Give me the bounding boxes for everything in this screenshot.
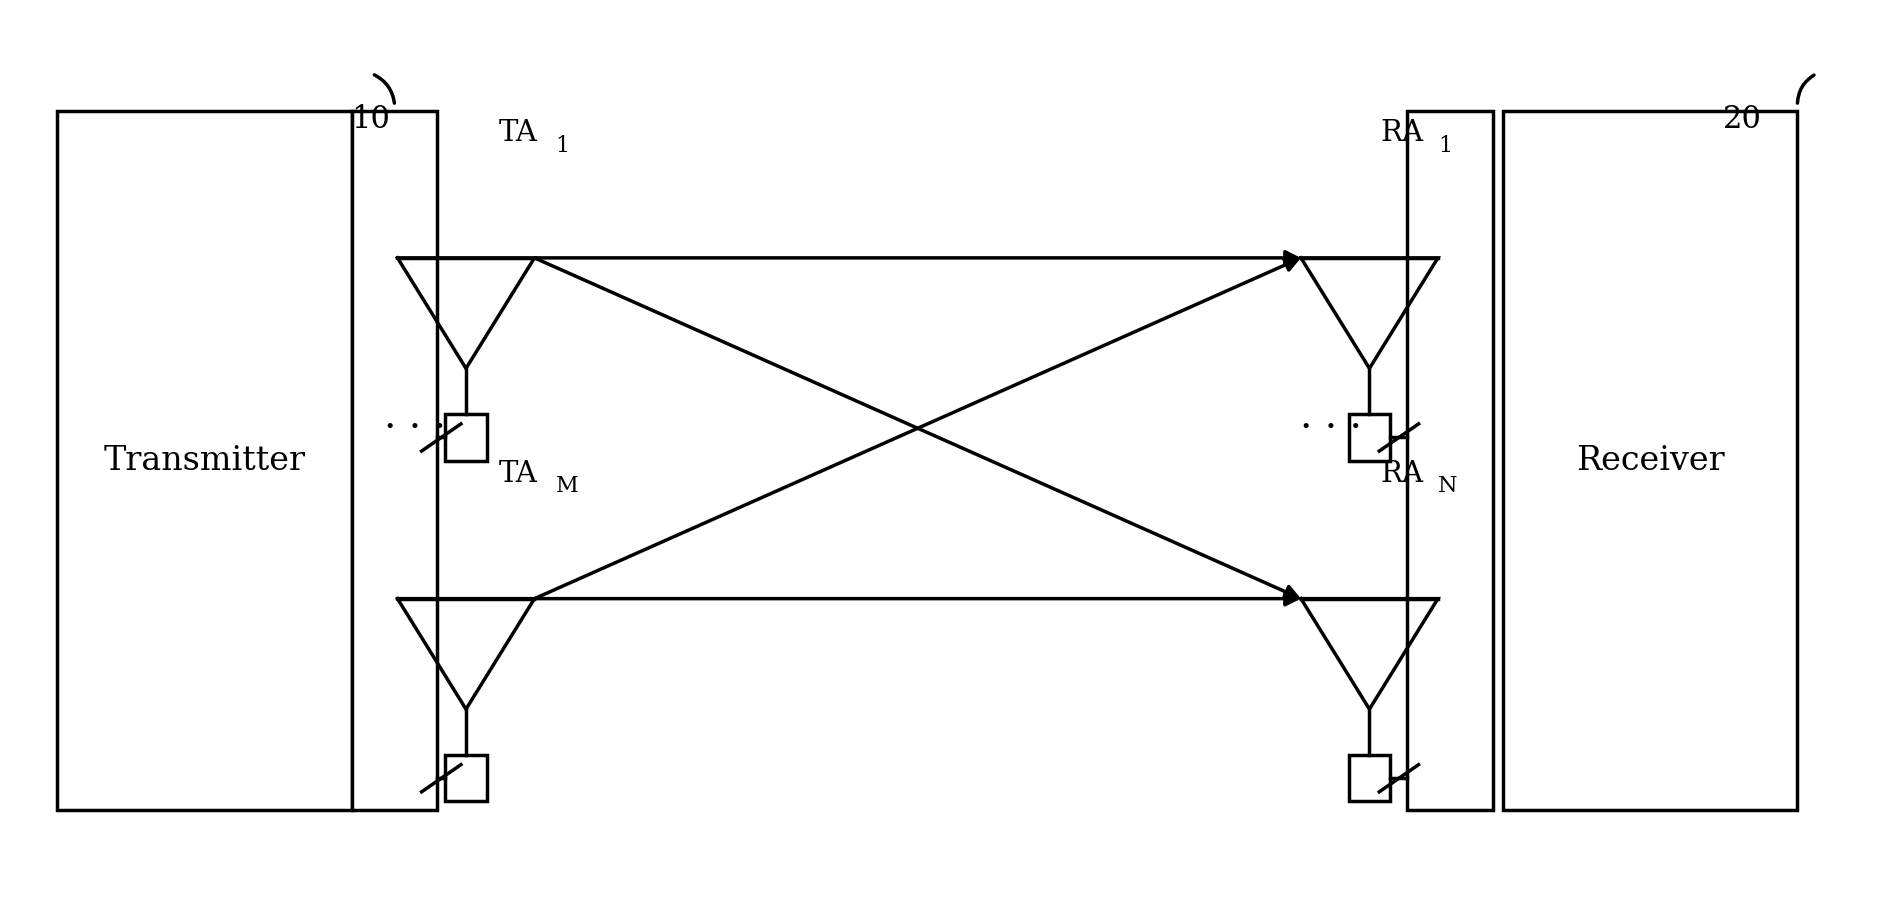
Polygon shape	[1407, 111, 1493, 810]
Text: RA: RA	[1381, 120, 1425, 147]
Polygon shape	[445, 755, 487, 801]
Polygon shape	[57, 111, 352, 810]
Text: M: M	[555, 475, 578, 497]
Polygon shape	[352, 111, 437, 810]
Text: 1: 1	[1438, 134, 1451, 157]
Polygon shape	[445, 414, 487, 460]
Text: Receiver: Receiver	[1575, 445, 1725, 476]
Text: TA: TA	[498, 120, 536, 147]
Text: N: N	[1438, 475, 1457, 497]
Polygon shape	[1349, 755, 1390, 801]
Text: · · ·: · · ·	[384, 410, 445, 447]
Text: TA: TA	[498, 460, 536, 488]
Text: 10: 10	[352, 104, 390, 135]
Text: RA: RA	[1381, 460, 1425, 488]
Text: 1: 1	[555, 134, 569, 157]
Text: Transmitter: Transmitter	[103, 445, 306, 476]
Text: · · ·: · · ·	[1301, 410, 1362, 447]
Polygon shape	[1349, 414, 1390, 460]
Polygon shape	[1503, 111, 1797, 810]
Text: 20: 20	[1723, 104, 1761, 135]
